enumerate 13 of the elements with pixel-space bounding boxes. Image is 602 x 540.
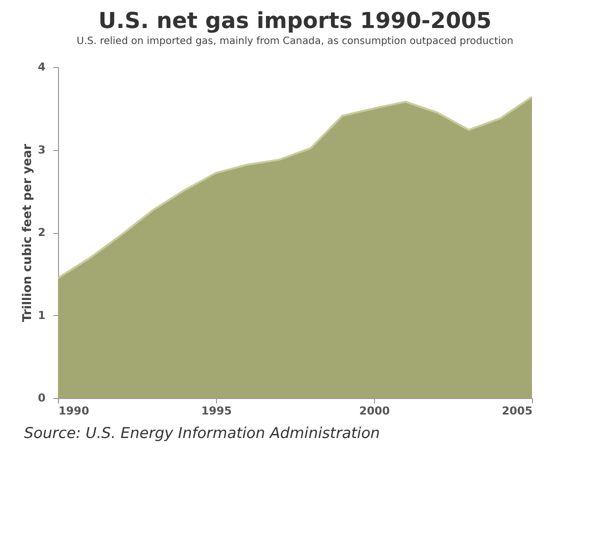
y-tick-label: 0 (38, 392, 46, 404)
y-axis-title: Trillion cubic feet per year (20, 144, 34, 322)
y-tick-label: 2 (38, 226, 46, 239)
x-tick-label: 2005 (502, 404, 532, 418)
source-note: Source: U.S. Energy Information Administration (24, 424, 381, 442)
chart-subtitle: U.S. relied on imported gas, mainly from Canada, as consumption outpaced production (76, 36, 514, 47)
x-tick-label: 1990 (58, 404, 90, 418)
chart-title: U.S. net gas imports 1990-2005 (98, 9, 492, 34)
y-tick-label: 3 (38, 143, 46, 156)
x-tick-label: 2000 (359, 404, 390, 418)
x-tick-label: 1995 (201, 404, 232, 418)
y-tick-label: 4 (38, 60, 46, 74)
y-tick-label: 1 (38, 308, 46, 322)
